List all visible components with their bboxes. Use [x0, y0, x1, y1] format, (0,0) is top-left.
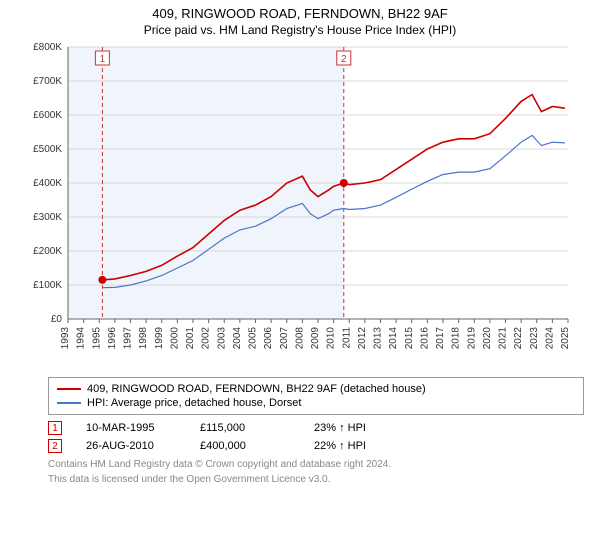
- legend-label-1: 409, RINGWOOD ROAD, FERNDOWN, BH22 9AF (…: [87, 383, 426, 395]
- legend-row-2: HPI: Average price, detached house, Dors…: [57, 396, 575, 410]
- page-subtitle: Price paid vs. HM Land Registry's House …: [0, 21, 600, 39]
- svg-text:2008: 2008: [294, 327, 305, 350]
- svg-text:1999: 1999: [154, 327, 165, 350]
- footnote-1: Contains HM Land Registry data © Crown c…: [48, 459, 584, 470]
- svg-text:£500K: £500K: [33, 144, 62, 155]
- legend: 409, RINGWOOD ROAD, FERNDOWN, BH22 9AF (…: [48, 377, 584, 415]
- trans-price-2: £400,000: [200, 440, 290, 452]
- trans-date-1: 10-MAR-1995: [86, 422, 176, 434]
- svg-text:2005: 2005: [248, 327, 259, 350]
- svg-text:2000: 2000: [169, 327, 180, 350]
- svg-text:2016: 2016: [419, 327, 430, 350]
- table-row: 1 10-MAR-1995 £115,000 23% ↑ HPI: [48, 419, 584, 437]
- svg-text:2025: 2025: [560, 327, 571, 350]
- trans-delta-1: 23% ↑ HPI: [314, 422, 404, 434]
- svg-text:£700K: £700K: [33, 76, 62, 87]
- svg-text:1998: 1998: [138, 327, 149, 350]
- trans-delta-2: 22% ↑ HPI: [314, 440, 404, 452]
- price-chart: £0 £100K £200K £300K £400K £500K £600K £700K £80…: [20, 39, 580, 369]
- legend-row-1: 409, RINGWOOD ROAD, FERNDOWN, BH22 9AF (…: [57, 382, 575, 396]
- svg-text:1997: 1997: [123, 327, 134, 350]
- svg-text:£400K: £400K: [33, 178, 62, 189]
- svg-text:2013: 2013: [373, 327, 384, 350]
- table-row: 2 26-AUG-2010 £400,000 22% ↑ HPI: [48, 437, 584, 455]
- svg-text:2023: 2023: [529, 327, 540, 350]
- svg-text:2020: 2020: [482, 327, 493, 350]
- svg-text:2017: 2017: [435, 327, 446, 350]
- svg-text:2002: 2002: [201, 327, 212, 350]
- svg-text:2019: 2019: [466, 327, 477, 350]
- page-title: 409, RINGWOOD ROAD, FERNDOWN, BH22 9AF: [0, 0, 600, 21]
- svg-text:£0: £0: [51, 314, 63, 325]
- svg-text:£300K: £300K: [33, 212, 62, 223]
- svg-text:2022: 2022: [513, 327, 524, 350]
- svg-text:2011: 2011: [341, 327, 352, 349]
- svg-text:2007: 2007: [279, 327, 290, 350]
- svg-text:2012: 2012: [357, 327, 368, 350]
- svg-text:2014: 2014: [388, 327, 399, 350]
- legend-label-2: HPI: Average price, detached house, Dors…: [87, 397, 301, 409]
- svg-text:£600K: £600K: [33, 110, 62, 121]
- svg-text:£200K: £200K: [33, 246, 62, 257]
- svg-text:2015: 2015: [404, 327, 415, 350]
- svg-text:2018: 2018: [451, 327, 462, 350]
- svg-text:1994: 1994: [76, 327, 87, 350]
- trans-price-1: £115,000: [200, 422, 290, 434]
- svg-text:2009: 2009: [310, 327, 321, 350]
- svg-text:2004: 2004: [232, 327, 243, 350]
- trans-date-2: 26-AUG-2010: [86, 440, 176, 452]
- svg-text:2010: 2010: [326, 327, 337, 350]
- svg-text:2021: 2021: [498, 327, 509, 350]
- marker-1: 1: [48, 421, 62, 435]
- svg-text:£800K: £800K: [33, 42, 62, 53]
- svg-text:2006: 2006: [263, 327, 274, 350]
- svg-text:1996: 1996: [107, 327, 118, 350]
- marker-2: 2: [48, 439, 62, 453]
- transactions-table: 1 10-MAR-1995 £115,000 23% ↑ HPI 2 26-AU…: [48, 419, 584, 455]
- footnote-2: This data is licensed under the Open Gov…: [48, 474, 584, 485]
- svg-text:1995: 1995: [91, 327, 102, 350]
- svg-text:2024: 2024: [544, 327, 555, 350]
- svg-text:2: 2: [341, 54, 347, 65]
- svg-text:£100K: £100K: [33, 280, 62, 291]
- legend-swatch-1: [57, 388, 81, 390]
- svg-text:1: 1: [100, 54, 106, 65]
- svg-text:2001: 2001: [185, 327, 196, 350]
- svg-text:2003: 2003: [216, 327, 227, 350]
- svg-text:1993: 1993: [60, 327, 71, 350]
- legend-swatch-2: [57, 402, 81, 404]
